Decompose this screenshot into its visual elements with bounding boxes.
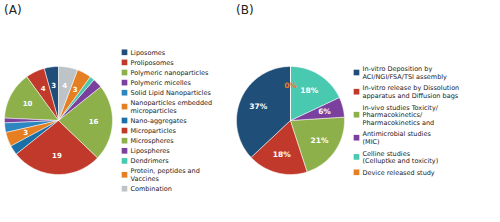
svg-text:Lipospheres: Lipospheres [131,147,171,155]
svg-text:Solid Lipid Nanoparticles: Solid Lipid Nanoparticles [131,89,212,97]
svg-text:Antimicrobial studies(MIC): Antimicrobial studies(MIC) [363,130,432,146]
svg-text:3: 3 [51,82,56,90]
svg-text:18%: 18% [273,150,291,159]
svg-text:10: 10 [23,100,33,108]
svg-text:19: 19 [52,152,62,160]
svg-text:Microparticles: Microparticles [131,127,177,135]
svg-text:In-vivo studies Toxicity/Pharm: In-vivo studies Toxicity/Pharmacokinetic… [363,104,439,127]
svg-text:Liposomes: Liposomes [131,49,166,57]
svg-text:Polymeric nanoparticles: Polymeric nanoparticles [131,69,209,77]
svg-text:Polymeric micelles: Polymeric micelles [131,79,192,87]
svg-text:21%: 21% [311,136,329,145]
svg-text:Celline studies(Celluptke and: Celline studies(Celluptke and toxicity) [363,150,439,166]
svg-text:Nanoparticles embeddedmicropar: Nanoparticles embeddedmicroparticles [131,99,213,115]
html-text:(A): (A) [4,3,22,17]
html-text:(B): (B) [236,3,254,17]
svg-text:18%: 18% [300,86,318,95]
svg-text:16: 16 [89,118,99,126]
svg-text:4: 4 [62,82,67,90]
svg-text:Combination: Combination [131,185,172,193]
svg-text:In-vitro Deposition byACI/NGI/: In-vitro Deposition byACI/NGI/FSA/TSI as… [363,65,448,81]
svg-text:37%: 37% [249,102,267,111]
svg-text:Nano-aggregates: Nano-aggregates [131,117,188,125]
svg-text:Protein, peptides andVaccines: Protein, peptides andVaccines [131,167,200,183]
svg-text:3: 3 [73,86,78,94]
svg-text:Microspheres: Microspheres [131,137,175,145]
svg-text:0%: 0% [284,81,297,90]
svg-text:3: 3 [23,129,28,137]
svg-text:Proliposomes: Proliposomes [131,59,175,67]
svg-text:4: 4 [41,85,46,93]
svg-text:Dendrimers: Dendrimers [131,157,170,165]
svg-text:6%: 6% [318,107,331,116]
svg-text:In-vitro release by Dissolutio: In-vitro release by Dissolutionapparatus… [363,84,460,100]
svg-text:Device released study: Device released study [363,169,435,177]
